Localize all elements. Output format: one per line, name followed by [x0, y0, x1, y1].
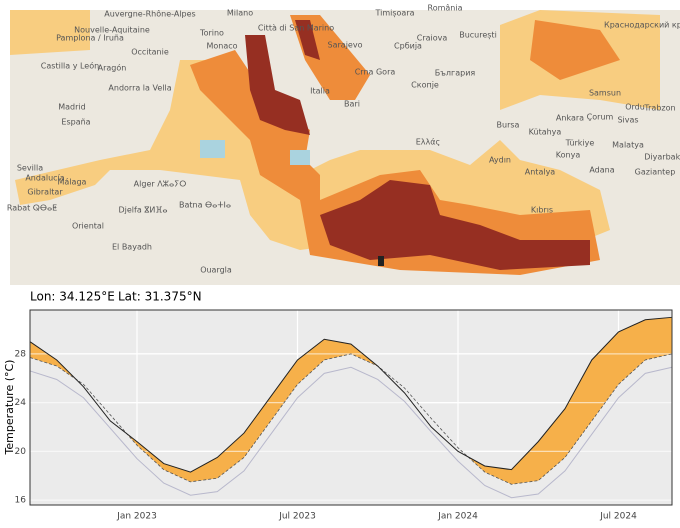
series-line	[29, 353, 673, 485]
place-label: Kıbrıs	[531, 206, 553, 215]
sea	[200, 140, 225, 158]
x-tick-label: Jul 2024	[599, 512, 637, 522]
category-severe	[245, 35, 310, 135]
x-tick-label: Jan 2024	[437, 512, 478, 522]
place-label: Nouvelle-Aquitaine	[74, 26, 150, 35]
category-strong	[190, 50, 600, 275]
place-label: Monaco	[206, 42, 237, 51]
place-label: Gibraltar	[27, 188, 63, 197]
place-label: Málaga	[58, 178, 87, 187]
place-label: Aydın	[489, 156, 511, 165]
place-label: Città di San Marino	[258, 24, 334, 33]
place-label: Краснодарский край	[604, 21, 680, 30]
place-label: Samsun	[589, 89, 621, 98]
place-label: Ελλάς	[416, 138, 441, 147]
latitude: Lat: 31.375°N	[118, 290, 202, 304]
map-labels: Auvergne-Rhône-Alpes Nouvelle-Aquitaine Oc…	[7, 4, 680, 275]
place-label: Diyarbakır	[644, 153, 680, 162]
category-strong	[530, 20, 620, 80]
place-label: Sivas	[617, 116, 638, 125]
category-moderate	[15, 60, 610, 250]
place-label: Oriental	[72, 222, 104, 231]
place-label: București	[459, 31, 497, 41]
place-label: România	[428, 4, 463, 13]
place-label: El Bayadh	[112, 243, 152, 252]
selected-cell[interactable]	[378, 256, 384, 266]
place-label: Torino	[199, 29, 224, 38]
place-label: Ankara	[556, 114, 584, 123]
category-moderate	[10, 10, 90, 55]
threshold-mask	[30, 353, 672, 505]
y-tick-label: 28	[15, 349, 27, 359]
place-label: Србија	[394, 42, 422, 51]
place-label: Aragón	[98, 63, 127, 73]
place-label: Andalucía	[25, 174, 64, 183]
place-label: Andorra la Vella	[108, 84, 171, 93]
place-label: Sarajevo	[328, 41, 363, 50]
longitude: Lon: 34.125°E	[30, 290, 115, 304]
place-label: Sevilla	[17, 164, 43, 173]
place-label: Castilla y León	[41, 61, 99, 71]
place-label: Скопје	[411, 81, 439, 90]
place-label: Milano	[227, 9, 253, 18]
place-label: Türkiye	[565, 139, 595, 148]
y-tick-label: 16	[15, 496, 27, 506]
place-label: Batna ⴱⴰⵜⵏⴰ	[179, 201, 231, 210]
y-axis-label: Temperature (°C)	[3, 360, 16, 456]
place-label: España	[61, 118, 90, 127]
place-label: Auvergne-Rhône-Alpes	[104, 9, 195, 19]
place-label: Gaziantep	[635, 168, 676, 177]
series-line	[29, 366, 673, 499]
y-tick-label: 24	[15, 398, 27, 408]
place-label: Ordu	[625, 103, 645, 112]
place-label: Occitanie	[131, 48, 169, 57]
place-label: Crna Gora	[355, 68, 396, 77]
heatwave-overlay	[10, 10, 660, 275]
place-label: Çorum	[587, 113, 614, 122]
place-label: Antalya	[525, 168, 556, 177]
place-label: Timișoara	[374, 9, 414, 19]
place-label: България	[435, 69, 476, 78]
x-tick-label: Jan 2023	[116, 512, 157, 522]
category-severe	[295, 20, 320, 60]
place-label: Craiova	[417, 34, 448, 43]
place-label: Kütahya	[529, 128, 562, 137]
place-label: Konya	[556, 151, 581, 160]
place-label: Djelfa ⴵⵍⴼⴰ	[118, 206, 167, 215]
place-label: Malatya	[612, 141, 644, 150]
place-label: Bari	[344, 100, 360, 109]
plot: 16 20 24 28 Jan 2023 Jul 2023 Jan 2024 Jul 2024	[15, 310, 673, 522]
place-label: Adana	[589, 166, 614, 175]
place-label: Alger ⴷⵣⴰⵢⵔ	[134, 180, 187, 189]
place-label: Trabzon	[643, 104, 675, 113]
place-label: Rabat ⵕⴱⴰⵟ	[7, 204, 57, 213]
place-label: Bursa	[497, 121, 520, 130]
x-tick-label: Jul 2023	[278, 512, 316, 522]
place-label: Ouargla	[200, 266, 232, 275]
category-severe	[320, 180, 590, 270]
place-label: Madrid	[58, 103, 85, 112]
plot-frame	[29, 309, 673, 506]
sea	[290, 150, 310, 165]
place-label: Italia	[310, 87, 330, 96]
y-tick-label: 20	[15, 447, 27, 457]
place-label: Pamplona / Iruña	[56, 34, 124, 43]
series-line	[29, 316, 673, 473]
